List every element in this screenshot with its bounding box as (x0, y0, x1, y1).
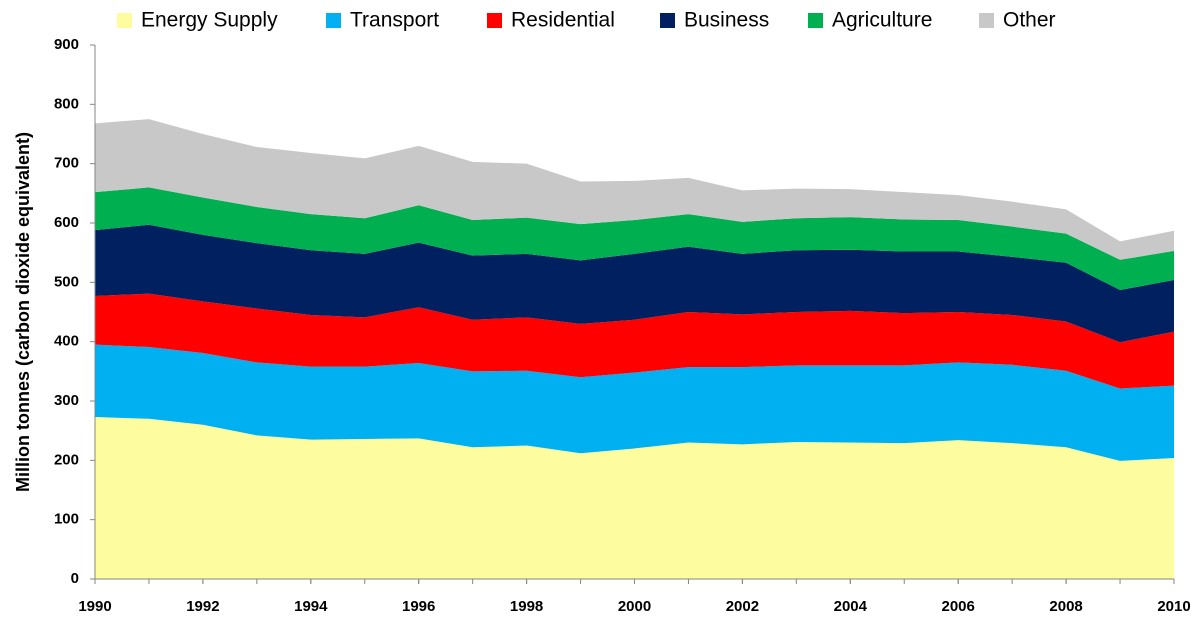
x-tick-label: 1996 (402, 598, 435, 615)
y-tick-label: 400 (54, 333, 79, 350)
x-tick-label: 2006 (942, 598, 975, 615)
x-tick-label: 1998 (510, 598, 543, 615)
x-tick-label: 2010 (1157, 598, 1190, 615)
legend-label: Residential (511, 9, 615, 32)
area (95, 187, 1174, 291)
x-tick-label: 2004 (834, 598, 868, 615)
y-axis-title: Million tonnes (carbon dioxide equivalen… (13, 132, 33, 492)
x-tick-label: 2002 (726, 598, 759, 615)
y-tick-label: 300 (54, 392, 79, 409)
area (95, 224, 1174, 343)
y-tick-label: 800 (54, 95, 79, 112)
x-tick-label: 2008 (1049, 598, 1082, 615)
x-tick-label: 1992 (186, 598, 219, 615)
y-tick-label: 0 (71, 570, 79, 587)
legend-label: Transport (350, 9, 439, 32)
legend-label: Business (684, 9, 769, 32)
y-tick-label: 900 (54, 36, 79, 53)
legend-label: Other (1003, 9, 1056, 32)
legend-swatch (979, 13, 994, 28)
y-tick-label: 500 (54, 273, 79, 290)
legend-label: Energy Supply (141, 9, 278, 32)
legend-swatch (487, 13, 502, 28)
area (95, 417, 1174, 579)
legend-swatch (326, 13, 341, 28)
legend-label: Agriculture (832, 9, 932, 32)
y-tick-label: 600 (54, 214, 79, 231)
x-tick-label: 1990 (78, 598, 111, 615)
y-tick-label: 200 (54, 451, 79, 468)
area (95, 119, 1174, 260)
legend-swatch (117, 13, 132, 28)
legend-swatch (660, 13, 675, 28)
area (95, 344, 1174, 461)
x-tick-label: 1994 (294, 598, 328, 615)
legend-swatch (808, 13, 823, 28)
x-tick-label: 2000 (618, 598, 651, 615)
y-tick-label: 700 (54, 155, 79, 172)
y-tick-label: 100 (54, 511, 79, 528)
